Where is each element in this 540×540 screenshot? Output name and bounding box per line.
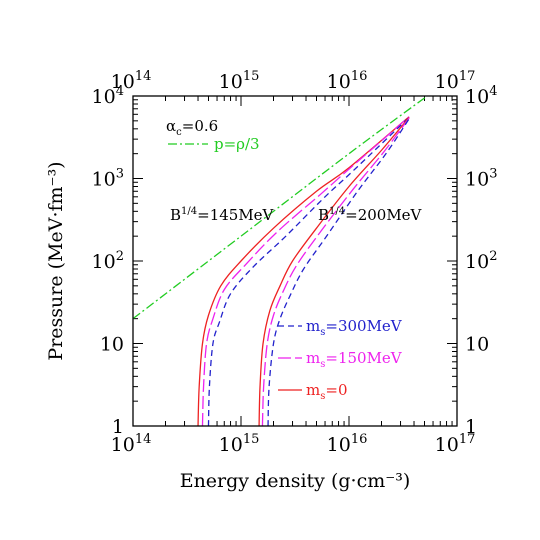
y-tick-label-right-base: 1 xyxy=(465,416,477,438)
y-tick-label-right: 104 xyxy=(465,84,497,108)
legend-ms0-value: =0 xyxy=(325,381,347,399)
x-tick-label-bottom: 1016 xyxy=(327,432,368,456)
legend-label-p-rho: p=ρ/3 xyxy=(214,135,260,153)
legend-ms0-sub: s xyxy=(320,391,325,402)
legend-ms150-value: =150MeV xyxy=(325,349,402,367)
y-tick-label-left-base: 10 xyxy=(100,334,124,356)
x-tick-label-bottom-base: 10 xyxy=(435,434,459,456)
x-tick-label-top: 1016 xyxy=(327,69,368,93)
alpha-value: =0.6 xyxy=(182,117,218,135)
y-tick-label-left-base: 10 xyxy=(92,251,116,273)
y-tick-label-left-base: 10 xyxy=(92,86,116,108)
y-tick-label-right: 103 xyxy=(465,167,497,191)
annotation-b145: B1/4=145MeV xyxy=(170,206,275,224)
alpha-base: α xyxy=(166,117,176,135)
x-tick-label-bottom-base: 10 xyxy=(327,434,351,456)
svg-text:ms=0: ms=0 xyxy=(306,381,348,402)
b145-value: =145MeV xyxy=(197,206,274,224)
y-axis-label: Pressure (MeV·fm⁻³) xyxy=(45,161,67,360)
legend-ms150-sub: s xyxy=(320,359,325,370)
y-tick-label-left-base: 10 xyxy=(92,169,116,191)
series-line-b145_ms300 xyxy=(207,116,410,427)
y-tick-label-right-base: 10 xyxy=(465,86,489,108)
x-tick-label-bottom: 1014 xyxy=(111,432,152,456)
series-line-b200_ms0 xyxy=(258,117,410,427)
x-tick-label-bottom-exp: 16 xyxy=(351,432,368,447)
y-tick-label-left-base: 1 xyxy=(112,416,124,438)
x-tick-label-top: 1015 xyxy=(219,69,260,93)
b145-sup: 1/4 xyxy=(181,206,197,217)
y-tick-label-left: 103 xyxy=(92,167,124,191)
y-tick-label-right: 102 xyxy=(465,249,497,273)
series-line-b200_ms150 xyxy=(261,117,410,427)
legend-ms300-base: m xyxy=(306,317,320,335)
x-tick-label-top-exp: 14 xyxy=(135,69,152,84)
svg-text:B1/4=200MeV: B1/4=200MeV xyxy=(318,206,423,224)
annotation-alpha: αc=0.6 xyxy=(166,117,218,138)
x-tick-label-top: 1017 xyxy=(435,69,476,93)
x-tick-label-top-exp: 15 xyxy=(243,69,260,84)
legend-ms0-base: m xyxy=(306,381,320,399)
svg-text:αc=0.6: αc=0.6 xyxy=(166,117,218,138)
x-tick-label-top-base: 10 xyxy=(219,71,243,93)
legend-ms300-value: =300MeV xyxy=(325,317,402,335)
legend-ms300-sub: s xyxy=(320,327,325,338)
legend-ms300: ms=300MeV xyxy=(278,317,403,338)
y-tick-label-left: 102 xyxy=(92,249,124,273)
x-tick-label-top: 1014 xyxy=(111,69,152,93)
x-tick-label-bottom-exp: 17 xyxy=(459,432,476,447)
annotation-b200: B1/4=200MeV xyxy=(318,206,423,224)
b145-base: B xyxy=(170,206,181,224)
tick-marks xyxy=(132,95,458,427)
b200-value: =200MeV xyxy=(345,206,422,224)
x-tick-label-top-exp: 17 xyxy=(459,69,476,84)
legend-p-rho: p=ρ/3 xyxy=(168,135,260,153)
y-tick-label-right: 10 xyxy=(465,334,489,356)
series-line-b145_ms150 xyxy=(201,116,410,427)
svg-text:ms=150MeV: ms=150MeV xyxy=(306,349,403,370)
y-tick-label-left: 10 xyxy=(100,334,124,356)
y-tick-label-right-exp: 3 xyxy=(489,167,497,182)
y-tick-label-left-exp: 2 xyxy=(116,249,124,264)
alpha-sub: c xyxy=(176,127,182,138)
legend-ms0: ms=0 xyxy=(278,381,348,402)
y-tick-label-right-base: 10 xyxy=(465,169,489,191)
x-tick-label-bottom: 1017 xyxy=(435,432,476,456)
y-tick-label-left-exp: 3 xyxy=(116,167,124,182)
series-line-b200_ms300 xyxy=(267,118,410,427)
b200-sup: 1/4 xyxy=(329,206,345,217)
x-tick-label-top-base: 10 xyxy=(435,71,459,93)
legend-ms150: ms=150MeV xyxy=(278,349,403,370)
y-tick-label-left-exp: 4 xyxy=(116,84,124,99)
y-tick-label-right-base: 10 xyxy=(465,334,489,356)
svg-text:ms=300MeV: ms=300MeV xyxy=(306,317,403,338)
y-tick-label-right: 1 xyxy=(465,416,477,438)
x-tick-label-bottom: 1015 xyxy=(219,432,260,456)
svg-text:B1/4=145MeV: B1/4=145MeV xyxy=(170,206,275,224)
series-line-p_rho3 xyxy=(132,95,428,320)
x-tick-label-bottom-exp: 14 xyxy=(135,432,152,447)
series-line-b145_ms0 xyxy=(197,116,410,427)
y-tick-label-left: 104 xyxy=(92,84,124,108)
y-tick-label-right-exp: 4 xyxy=(489,84,497,99)
x-tick-label-top-exp: 16 xyxy=(351,69,368,84)
y-tick-label-left: 1 xyxy=(112,416,124,438)
y-tick-label-right-base: 10 xyxy=(465,251,489,273)
x-tick-label-top-base: 10 xyxy=(111,71,135,93)
x-tick-label-bottom-base: 10 xyxy=(111,434,135,456)
x-axis-label: Energy density (g·cm⁻³) xyxy=(180,470,411,492)
y-tick-label-right-exp: 2 xyxy=(489,249,497,264)
x-tick-label-top-base: 10 xyxy=(327,71,351,93)
x-tick-label-bottom-exp: 15 xyxy=(243,432,260,447)
x-tick-label-bottom-base: 10 xyxy=(219,434,243,456)
plot-frame xyxy=(132,95,458,427)
legend-ms150-base: m xyxy=(306,349,320,367)
series-lines xyxy=(132,95,428,427)
b200-base: B xyxy=(318,206,329,224)
